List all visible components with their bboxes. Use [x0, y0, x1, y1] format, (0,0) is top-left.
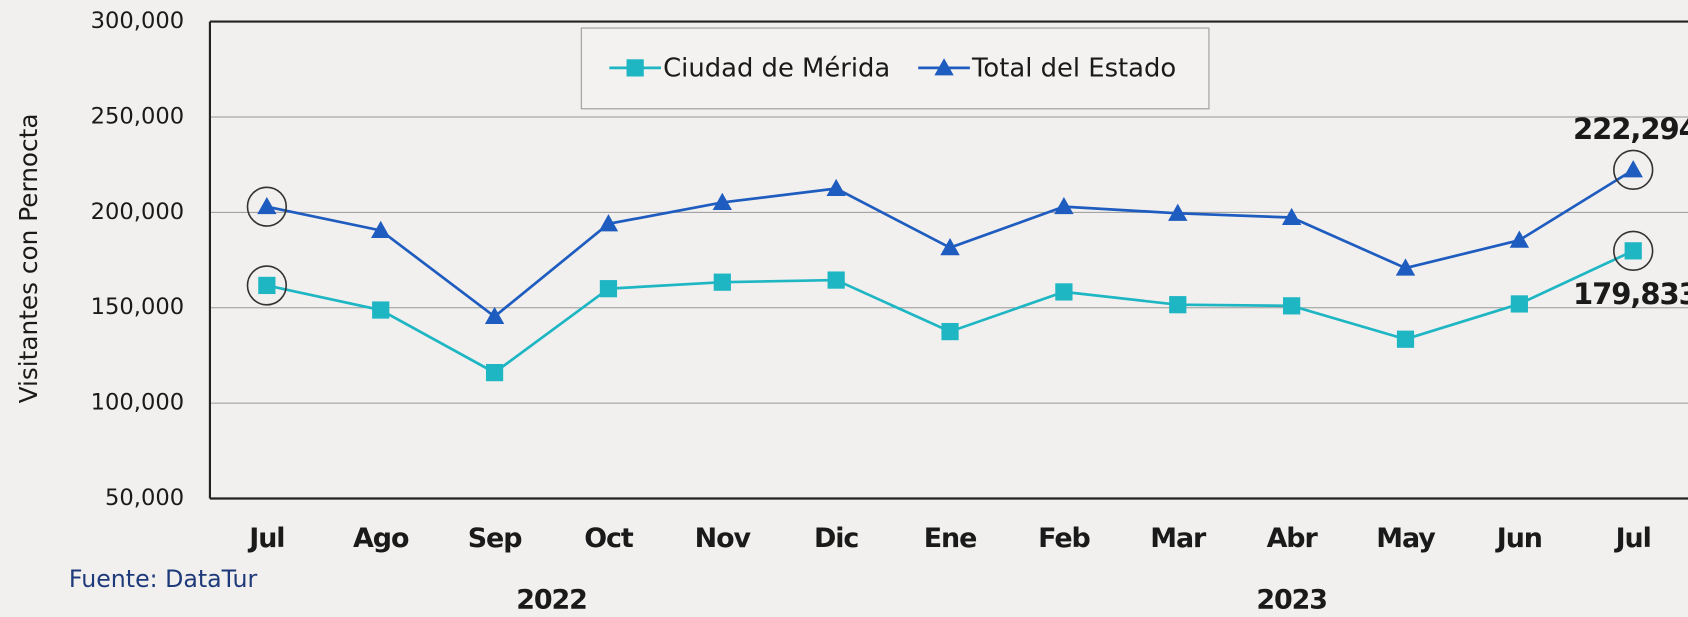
marker — [713, 273, 731, 291]
x-tick-label: Feb — [1038, 523, 1090, 554]
highlight-circle — [246, 186, 288, 227]
x-tick-label: Nov — [695, 523, 752, 554]
legend-box — [580, 27, 1210, 110]
x-tick-label: Jul — [1614, 523, 1651, 554]
highlight-circle — [1613, 149, 1654, 191]
marker — [1396, 330, 1415, 348]
marker — [598, 214, 619, 232]
y-tick-label: 50,000 — [105, 485, 184, 511]
marker — [1624, 242, 1642, 260]
x-tick-label: Jul — [247, 523, 284, 554]
marker — [940, 237, 960, 256]
x-tick-label: Oct — [584, 523, 634, 554]
legend-label: Ciudad de Mérida — [663, 53, 890, 83]
marker — [371, 220, 391, 239]
marker — [1055, 283, 1073, 301]
marker — [1168, 203, 1188, 221]
value-label: 179,833 — [1573, 277, 1688, 311]
marker — [485, 363, 504, 382]
marker — [827, 271, 845, 289]
marker — [1623, 160, 1643, 178]
marker — [258, 276, 276, 295]
marker — [934, 58, 954, 76]
x-tick-label: Mar — [1150, 523, 1207, 554]
marker — [1283, 297, 1301, 315]
legend-label: Total del Estado — [971, 53, 1176, 83]
series-line — [266, 249, 1634, 375]
marker — [484, 306, 505, 325]
year-label: 2022 — [516, 584, 587, 615]
marker — [1054, 196, 1074, 215]
x-tick-label: Dic — [814, 523, 858, 554]
marker — [372, 301, 390, 319]
y-tick-label: 300,000 — [91, 8, 184, 34]
marker — [826, 178, 846, 197]
highlight-circle — [1613, 230, 1654, 272]
x-tick-label: Ago — [353, 523, 409, 554]
year-label: 2023 — [1256, 584, 1327, 615]
y-tick-label: 250,000 — [91, 103, 184, 129]
marker — [626, 59, 644, 77]
x-tick-label: Abr — [1267, 523, 1319, 554]
marker — [1509, 230, 1530, 248]
value-label: 222,294 — [1573, 112, 1688, 146]
x-tick-label: May — [1376, 523, 1436, 554]
x-tick-label: Sep — [468, 523, 522, 554]
marker — [1510, 295, 1528, 313]
x-tick-label: Ene — [924, 523, 977, 554]
highlight-circle — [246, 265, 288, 306]
y-tick-label: 200,000 — [91, 199, 184, 225]
marker — [941, 322, 959, 341]
x-tick-label: Jun — [1495, 523, 1542, 554]
marker — [1281, 207, 1302, 226]
source: Fuente: DataTur — [69, 565, 258, 593]
marker — [712, 192, 732, 210]
marker — [1169, 296, 1187, 314]
y-axis-label: Visitantes con Pernocta — [14, 113, 43, 403]
y-tick-label: 150,000 — [91, 294, 184, 320]
marker — [257, 196, 277, 215]
y-tick-label: 100,000 — [91, 390, 184, 416]
marker — [599, 280, 618, 298]
marker — [1395, 258, 1416, 276]
